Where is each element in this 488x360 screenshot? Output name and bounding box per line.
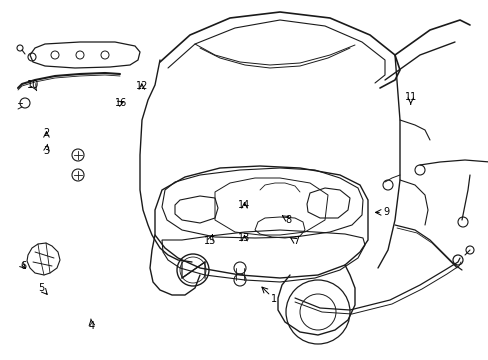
Text: 6: 6	[20, 261, 26, 271]
Text: 8: 8	[285, 215, 291, 225]
Text: 5: 5	[39, 283, 44, 293]
Text: 4: 4	[89, 321, 95, 331]
Text: 7: 7	[292, 236, 298, 246]
Text: 13: 13	[238, 233, 250, 243]
Text: 10: 10	[27, 80, 40, 90]
Text: 15: 15	[203, 236, 216, 246]
Text: 14: 14	[238, 200, 250, 210]
Text: 3: 3	[43, 146, 49, 156]
Text: 16: 16	[115, 98, 127, 108]
Text: 2: 2	[43, 128, 49, 138]
Text: 12: 12	[135, 81, 148, 91]
Text: 11: 11	[404, 92, 416, 102]
Text: 9: 9	[383, 207, 388, 217]
Text: 1: 1	[270, 294, 276, 304]
